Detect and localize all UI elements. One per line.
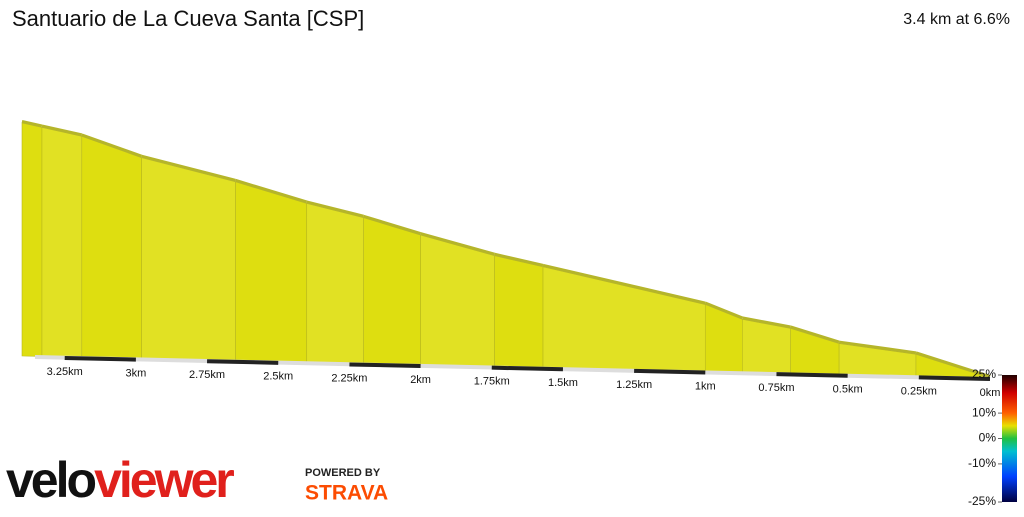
powered-by: POWERED BY <box>305 467 381 479</box>
x-tick <box>776 372 848 378</box>
x-tick-label: 1.5km <box>548 377 578 389</box>
x-tick-label: 2.75km <box>189 369 225 381</box>
color-tick-label: 10% <box>972 405 996 419</box>
profile-top-edge <box>915 351 991 378</box>
x-tick-label: 0.75km <box>758 382 794 394</box>
color-bar <box>1002 375 1017 502</box>
profile-segment <box>306 203 364 365</box>
x-tick-label: 1.75km <box>474 376 510 388</box>
profile-top-edge <box>704 301 743 320</box>
x-tick <box>207 359 279 365</box>
x-tick-label: 1km <box>695 380 716 392</box>
x-tick-label: 2km <box>410 374 431 386</box>
x-tick-label: 3km <box>125 367 146 379</box>
x-tick-label: 0.5km <box>833 384 863 396</box>
x-tick-label: 2.5km <box>263 371 293 383</box>
profile-segment <box>742 319 792 374</box>
x-tick-label: 1.25km <box>616 379 652 391</box>
x-tick-label: 3.25km <box>47 366 83 378</box>
strava: STRAVA <box>305 482 388 505</box>
profile-top-edge <box>41 124 83 137</box>
profile-segment <box>81 135 142 360</box>
profile-top-edge <box>306 200 365 218</box>
x-tick <box>634 368 706 375</box>
profile-segment <box>542 266 706 372</box>
logo-right: viewer <box>94 452 234 508</box>
profile-segment <box>494 255 544 369</box>
profile-top-edge <box>141 154 236 182</box>
profile-segment <box>420 234 495 368</box>
chart-subtitle: 3.4 km at 6.6% <box>903 11 1010 28</box>
profile-top-edge <box>742 316 791 329</box>
profile-top-edge <box>838 340 917 355</box>
color-tick-label: 25% <box>972 367 996 381</box>
profile-top-edge <box>542 263 706 305</box>
profile-segment <box>363 217 421 366</box>
chart-title: Santuario de La Cueva Santa [CSP] <box>12 6 364 31</box>
color-tick-label: -25% <box>968 494 996 508</box>
profile-segment <box>41 127 83 358</box>
logo-left: velo <box>6 452 96 508</box>
profile-top-edge <box>235 178 308 204</box>
x-tick-label: 0.25km <box>901 385 937 397</box>
x-tick-label: 0km <box>980 387 1001 399</box>
x-tick <box>64 355 136 362</box>
x-tick-label: 2.25km <box>331 372 367 384</box>
profile-top-edge <box>81 133 143 158</box>
profile-top-edge <box>420 232 496 256</box>
x-tick <box>918 375 991 381</box>
profile-segment <box>21 122 43 357</box>
profile-segment <box>141 157 236 362</box>
x-tick <box>349 362 421 369</box>
profile-segment <box>235 181 308 363</box>
profile-top-edge <box>494 252 544 267</box>
logo: veloviewer <box>6 452 234 508</box>
profile-top-edge <box>790 325 840 344</box>
color-tick-label: 0% <box>979 431 997 445</box>
x-tick <box>491 365 563 372</box>
profile-top-edge <box>363 214 422 235</box>
profile-top-edge <box>21 120 43 128</box>
color-tick-label: -10% <box>968 456 996 470</box>
